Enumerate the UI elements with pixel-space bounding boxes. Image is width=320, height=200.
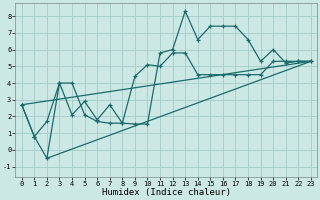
X-axis label: Humidex (Indice chaleur): Humidex (Indice chaleur) bbox=[102, 188, 231, 197]
